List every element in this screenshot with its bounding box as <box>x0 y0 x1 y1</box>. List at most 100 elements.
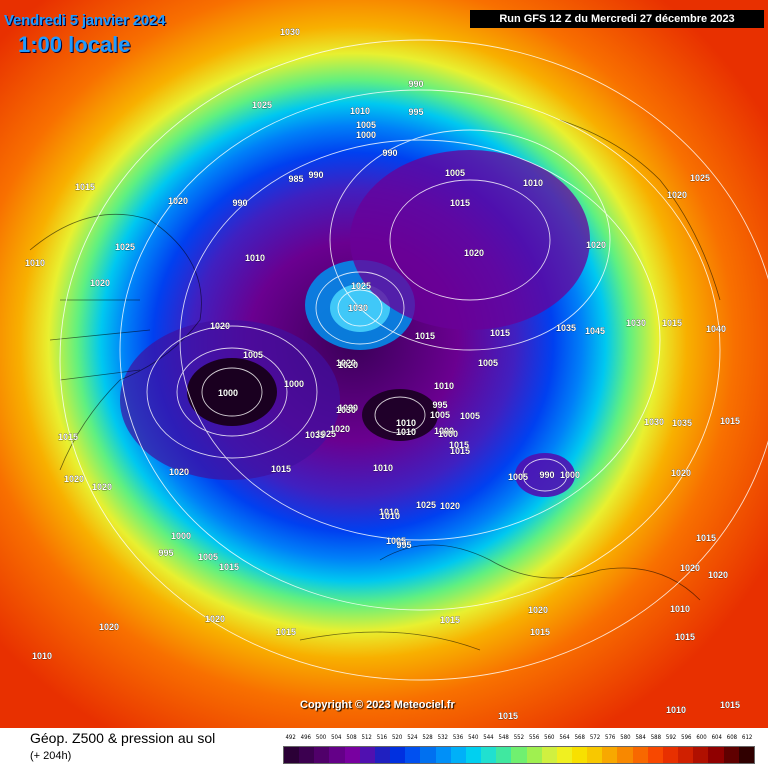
isobar-label: 1010 <box>523 178 543 188</box>
legend-swatch <box>602 747 618 763</box>
legend-swatch <box>723 747 739 763</box>
color-legend: 492 496 500 504 508 512 516 520 524 528 532 536 540 5… <box>283 734 755 764</box>
isobar-label: 1030 <box>626 318 646 328</box>
legend-tick: 496 <box>300 734 311 741</box>
isobar-label: 1015 <box>219 562 239 572</box>
scandinavian-low <box>362 389 438 441</box>
isobar-label: 1005 <box>478 358 498 368</box>
isobar-label: 1010 <box>25 258 45 268</box>
isobar-label: 1015 <box>696 533 716 543</box>
isobar-label: 1030 <box>644 417 664 427</box>
coastlines <box>29 119 721 651</box>
siberian-low <box>515 453 575 497</box>
legend-tick: 504 <box>331 734 342 741</box>
isobar-label: 1010 <box>666 705 686 715</box>
legend-swatch <box>587 747 603 763</box>
isobar-label: 1010 <box>670 604 690 614</box>
isobar-label: 1005 <box>445 168 465 178</box>
isobar-label: 1000 <box>438 429 458 439</box>
isobar-label: 1015 <box>450 446 470 456</box>
isobar-label: 990 <box>382 148 397 158</box>
legend-swatch <box>511 747 527 763</box>
legend-swatch <box>571 747 588 763</box>
isobar-label: 995 <box>158 548 173 558</box>
legend-tick: 580 <box>620 734 631 741</box>
legend-tick: 536 <box>452 734 464 741</box>
legend-tick: 564 <box>559 734 570 741</box>
legend-swatch <box>450 747 466 763</box>
legend-tick: 572 <box>589 734 601 741</box>
isobar-label: 990 <box>539 470 554 480</box>
isobar-label: 1025 <box>416 500 436 510</box>
legend-swatch <box>693 747 709 763</box>
isobar-label: 1015 <box>720 416 740 426</box>
isobar-label: 1000 <box>560 470 580 480</box>
legend-swatch <box>632 747 648 763</box>
isobar-label: 1020 <box>667 190 687 200</box>
isobar-label: 985 <box>288 174 303 184</box>
isobar-label: 1010 <box>245 253 265 263</box>
legend-tick: 608 <box>726 734 738 741</box>
legend-tick: 540 <box>468 734 479 741</box>
isobar-label: 1025 <box>316 429 336 439</box>
legend-tick: 588 <box>650 734 662 741</box>
legend-tick: 552 <box>513 734 525 741</box>
isobar-label: 1020 <box>330 424 350 434</box>
legend-tick: 500 <box>315 734 327 741</box>
copyright: Copyright © 2023 Meteociel.fr <box>300 699 455 711</box>
isobar-label: 1020 <box>99 622 119 632</box>
isobar-label: 1020 <box>64 474 84 484</box>
legend-swatch <box>299 747 315 763</box>
isobar-label: 1000 <box>218 388 238 398</box>
isobar-label: 1015 <box>675 632 695 642</box>
legend-tick: 548 <box>498 734 509 741</box>
isobar-label: 1015 <box>530 627 550 637</box>
isobar-label: 1020 <box>528 605 548 615</box>
legend-swatch <box>435 747 451 763</box>
legend-tick: 556 <box>528 734 540 741</box>
isobar-label: 1015 <box>720 700 740 710</box>
isobar-label: 1020 <box>708 570 728 580</box>
legend-swatch <box>465 747 482 763</box>
deep-low-center <box>187 358 277 426</box>
isobar-label: 1000 <box>434 426 454 436</box>
isobar-label: 1030 <box>336 405 356 415</box>
isobar-label: 1020 <box>336 358 356 368</box>
isobar-label: 1010 <box>434 381 454 391</box>
isobar-label: 1005 <box>356 120 376 130</box>
legend-tick: 508 <box>346 734 357 741</box>
map-title: Géop. Z500 & pression au sol <box>30 730 216 746</box>
isobar-label: 990 <box>308 170 323 180</box>
isobar-label: 1010 <box>350 106 370 116</box>
legend-swatch <box>374 747 391 763</box>
isobars <box>59 39 768 681</box>
isobar-label: 1000 <box>356 130 376 140</box>
legend-tick: 516 <box>376 734 388 741</box>
polar-vortex <box>350 150 590 330</box>
legend-swatch <box>708 747 724 763</box>
legend-tick: 576 <box>605 734 616 741</box>
legend-swatch <box>556 747 572 763</box>
legend-tick: 592 <box>665 734 677 741</box>
legend-swatch <box>647 747 663 763</box>
isobar-label: 1020 <box>586 240 606 250</box>
legend-swatch <box>617 747 633 763</box>
isobar-label: 1040 <box>706 324 726 334</box>
legend-tick: 520 <box>391 734 403 741</box>
legend-tick: 560 <box>544 734 555 741</box>
isobar-label: 1015 <box>276 627 296 637</box>
isobar-label: 1015 <box>449 440 469 450</box>
isobar-label: 1035 <box>305 430 325 440</box>
isobar-label: 1020 <box>464 248 484 258</box>
legend-swatch <box>390 747 406 763</box>
legend-tick-labels: 492 496 500 504 508 512 516 520 524 528 532 536 540 5… <box>283 734 755 744</box>
isobar-label: 1000 <box>284 379 304 389</box>
isobar-label: 1025 <box>351 281 371 291</box>
legend-swatch <box>359 747 375 763</box>
footer: Géop. Z500 & pression au sol (+ 204h) 49… <box>0 728 768 768</box>
legend-tick: 532 <box>437 734 448 741</box>
isobar-label: 1015 <box>450 198 470 208</box>
isobar-label: 1010 <box>396 427 416 437</box>
